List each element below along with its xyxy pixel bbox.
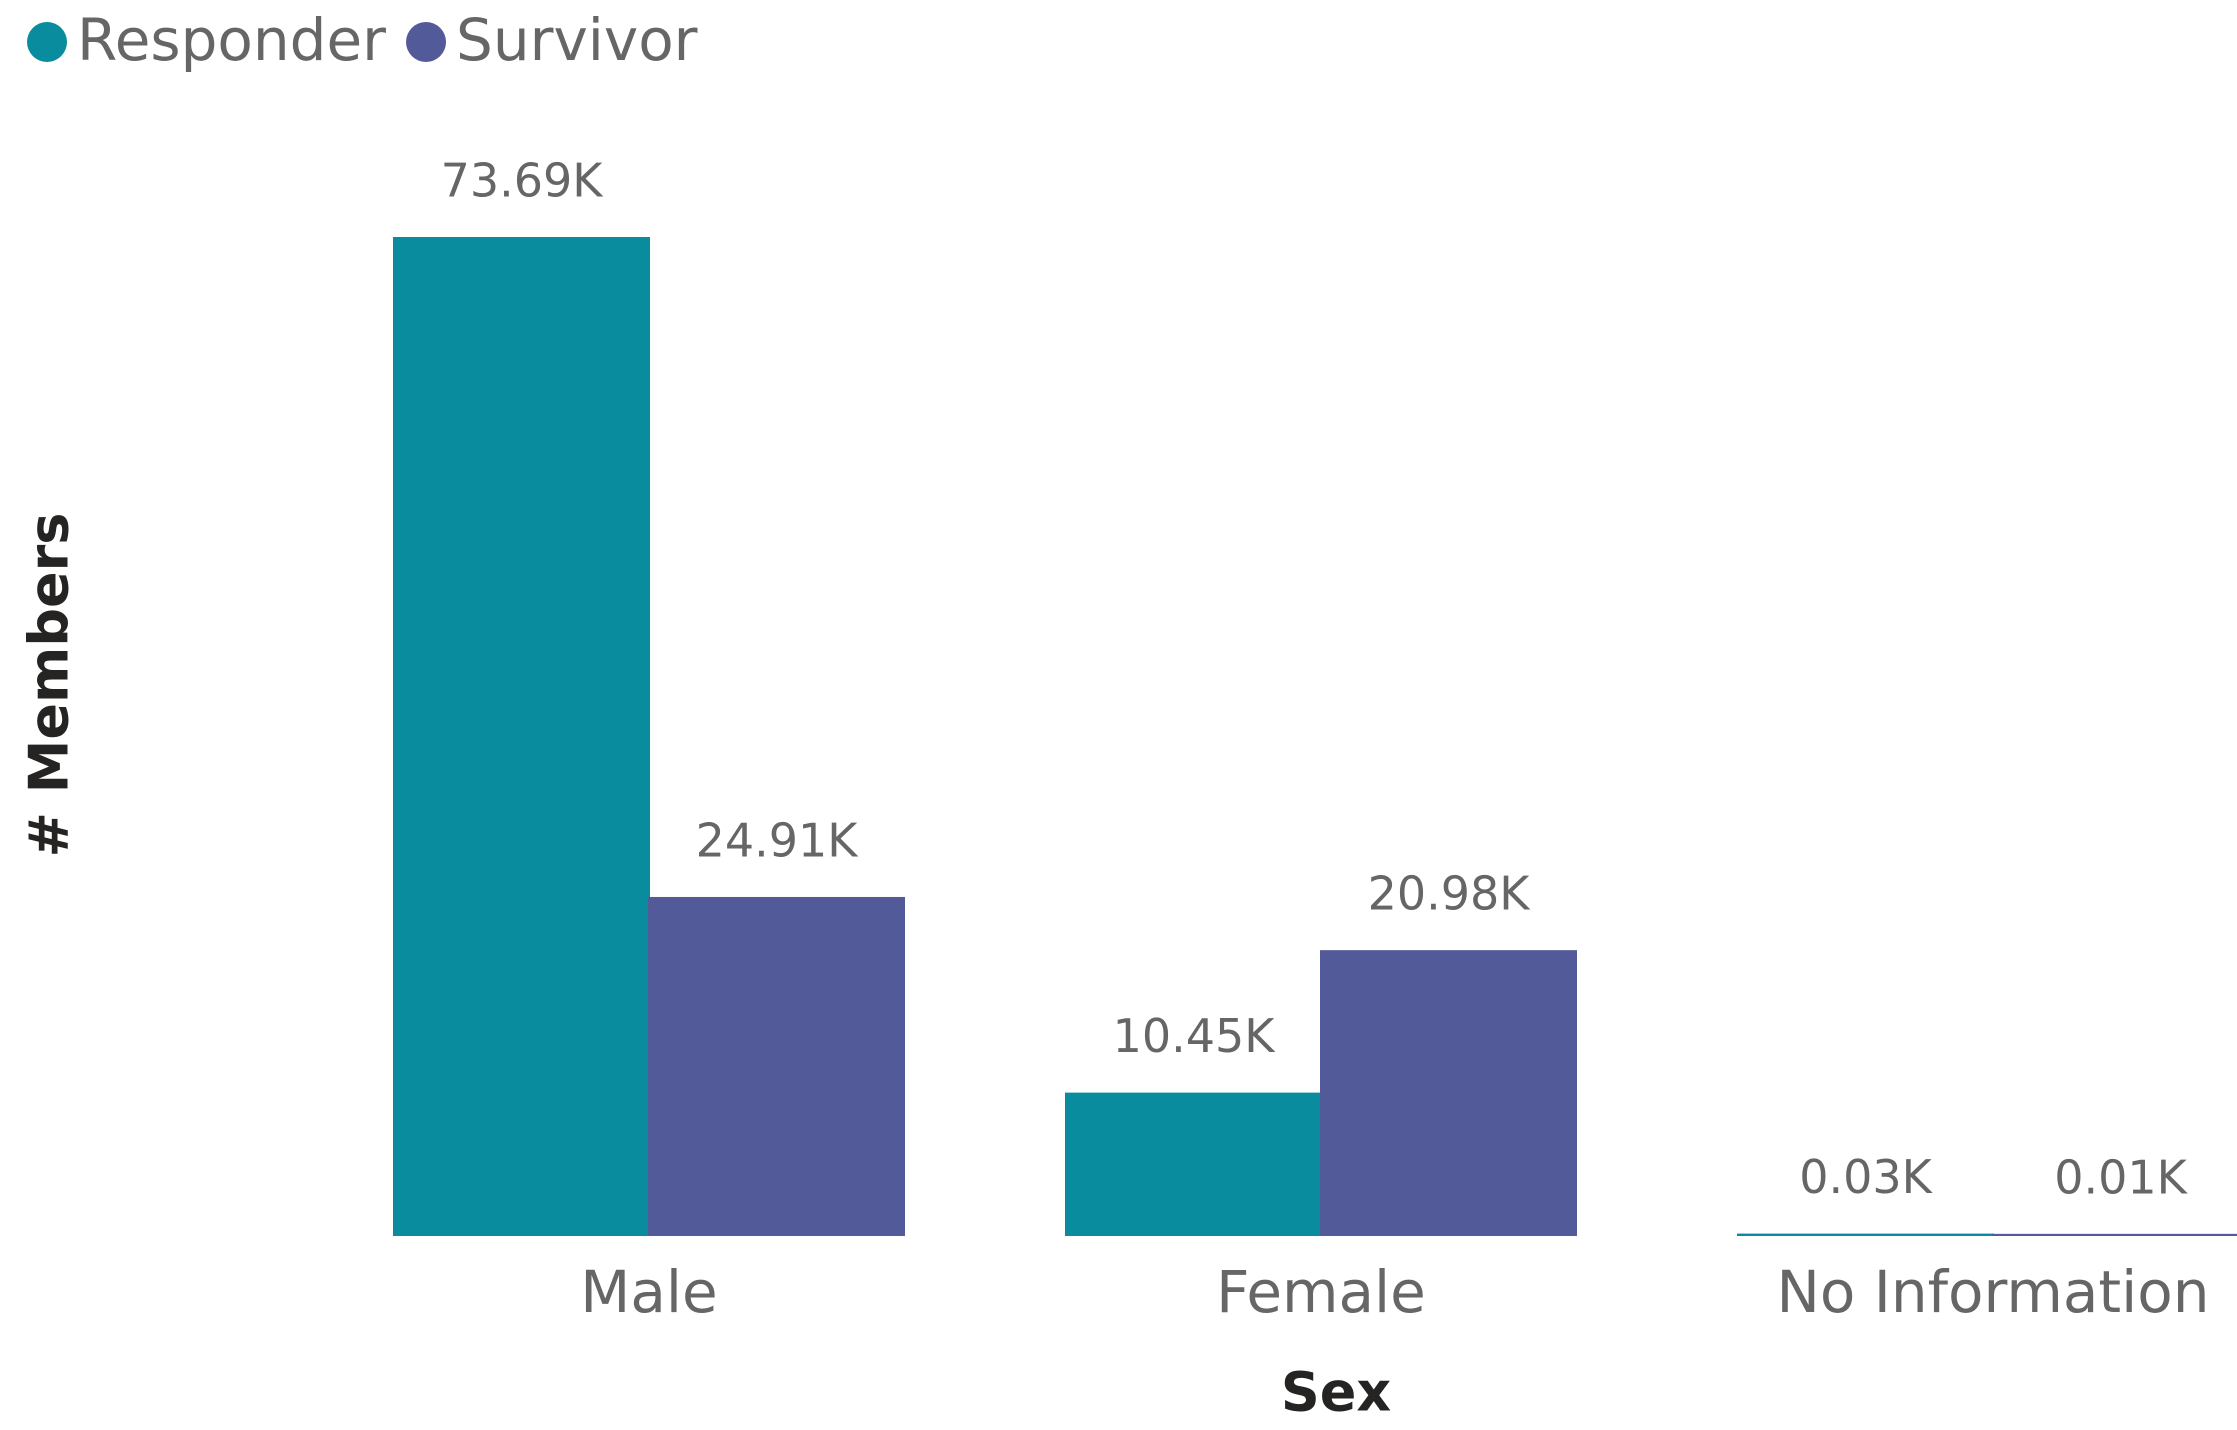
data-label: 20.98K: [1368, 867, 1532, 921]
x-tick-label: No Information: [1776, 1258, 2209, 1326]
data-label: 0.01K: [2054, 1150, 2188, 1204]
legend-label: Responder: [77, 6, 386, 74]
y-axis-title: # Members: [18, 513, 81, 858]
data-label: 24.91K: [696, 813, 860, 867]
x-axis-title: Sex: [1281, 1361, 1392, 1424]
bar: [1065, 1092, 1322, 1236]
bar: [1320, 950, 1577, 1236]
bar: [648, 896, 905, 1236]
data-label: 10.45K: [1113, 1009, 1277, 1063]
data-label: 0.03K: [1799, 1150, 1933, 1204]
legend-label: Survivor: [456, 6, 698, 74]
x-tick-label: Male: [580, 1258, 717, 1326]
legend-marker: [27, 22, 67, 62]
legend-marker: [406, 22, 447, 62]
x-tick-label: Female: [1216, 1258, 1426, 1326]
bar: [393, 237, 650, 1236]
data-label: 73.69K: [441, 154, 605, 208]
